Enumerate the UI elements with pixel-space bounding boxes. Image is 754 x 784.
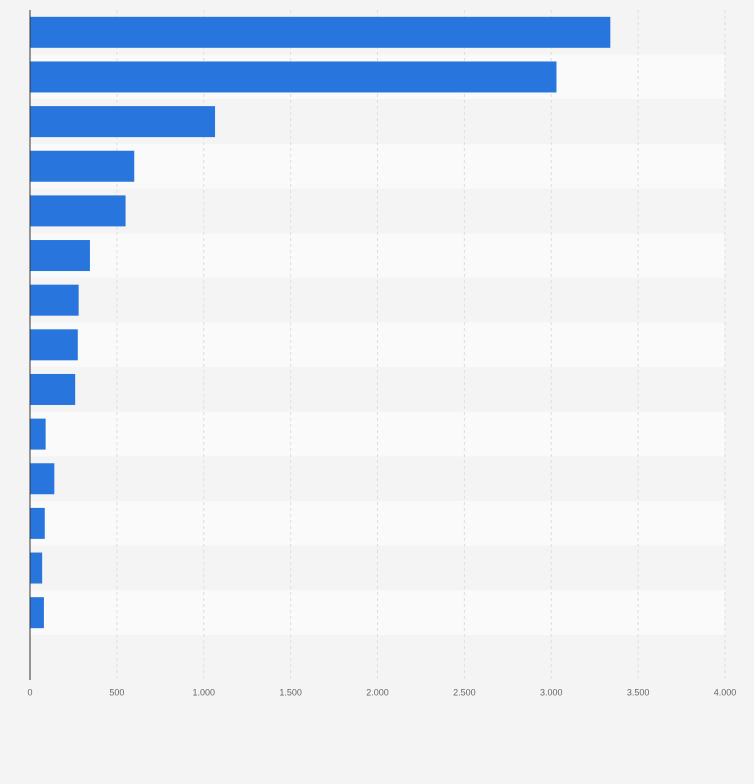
x-tick-label: 0: [27, 687, 32, 697]
bar: [30, 150, 135, 182]
bar: [30, 507, 45, 539]
bar: [30, 61, 557, 93]
x-tick-label: 2.000: [366, 687, 389, 697]
bar: [30, 16, 611, 48]
bar: [30, 373, 76, 405]
bar: [30, 106, 216, 138]
x-tick-label: 3.500: [627, 687, 650, 697]
bar: [30, 240, 90, 272]
bar: [30, 284, 79, 316]
bar: [30, 418, 46, 450]
bar: [30, 597, 44, 629]
x-tick-label: 3.000: [540, 687, 563, 697]
bar: [30, 329, 78, 361]
x-tick-label: 2.500: [453, 687, 476, 697]
bar: [30, 195, 126, 227]
x-tick-label: 1.500: [279, 687, 302, 697]
x-tick-label: 4.000: [714, 687, 737, 697]
bar: [30, 552, 43, 584]
bar: [30, 463, 55, 495]
x-tick-label: 500: [109, 687, 124, 697]
x-tick-label: 1.000: [192, 687, 215, 697]
